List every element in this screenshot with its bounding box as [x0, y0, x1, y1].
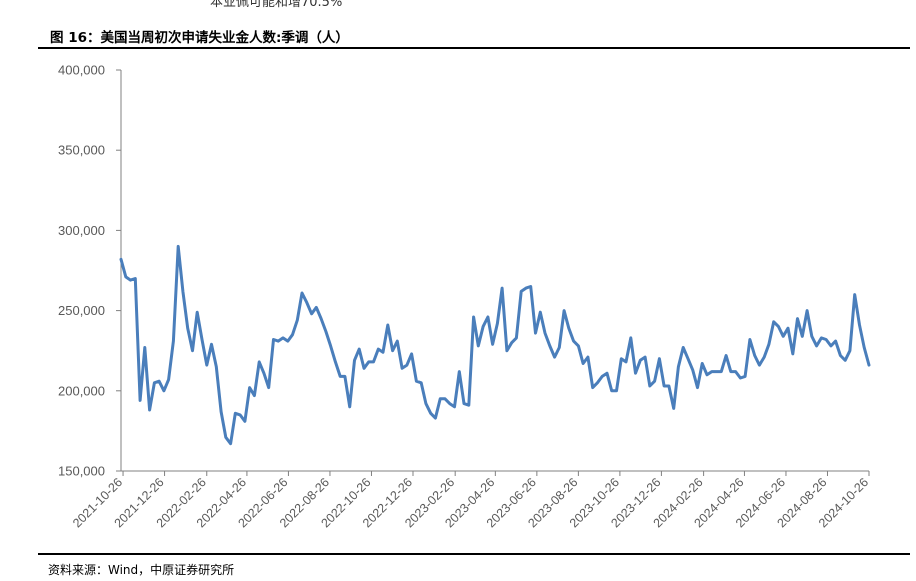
series-line: [119, 244, 871, 446]
y-tick-label: 350,000: [58, 143, 105, 158]
y-tick-label: 150,000: [58, 464, 105, 479]
source-note: 资料来源：Wind，中原证券研究所: [48, 563, 235, 577]
y-tick-label: 300,000: [58, 223, 105, 238]
y-tick-label: 400,000: [58, 63, 105, 78]
source-divider: [38, 553, 910, 555]
previous-paragraph-fragment: 本业佩可能和增70.5%: [210, 0, 343, 10]
figure-title: 图 16：美国当周初次申请失业金人数:季调（人）: [50, 30, 349, 46]
x-axis: 2021-10-262021-12-262022-02-262022-04-26…: [70, 470, 871, 530]
title-divider: [38, 47, 910, 49]
y-tick-label: 250,000: [58, 303, 105, 318]
y-tick-label: 200,000: [58, 383, 105, 398]
y-axis: 150,000 200,000 250,000 300,000 350,000 400,0…: [58, 63, 122, 479]
